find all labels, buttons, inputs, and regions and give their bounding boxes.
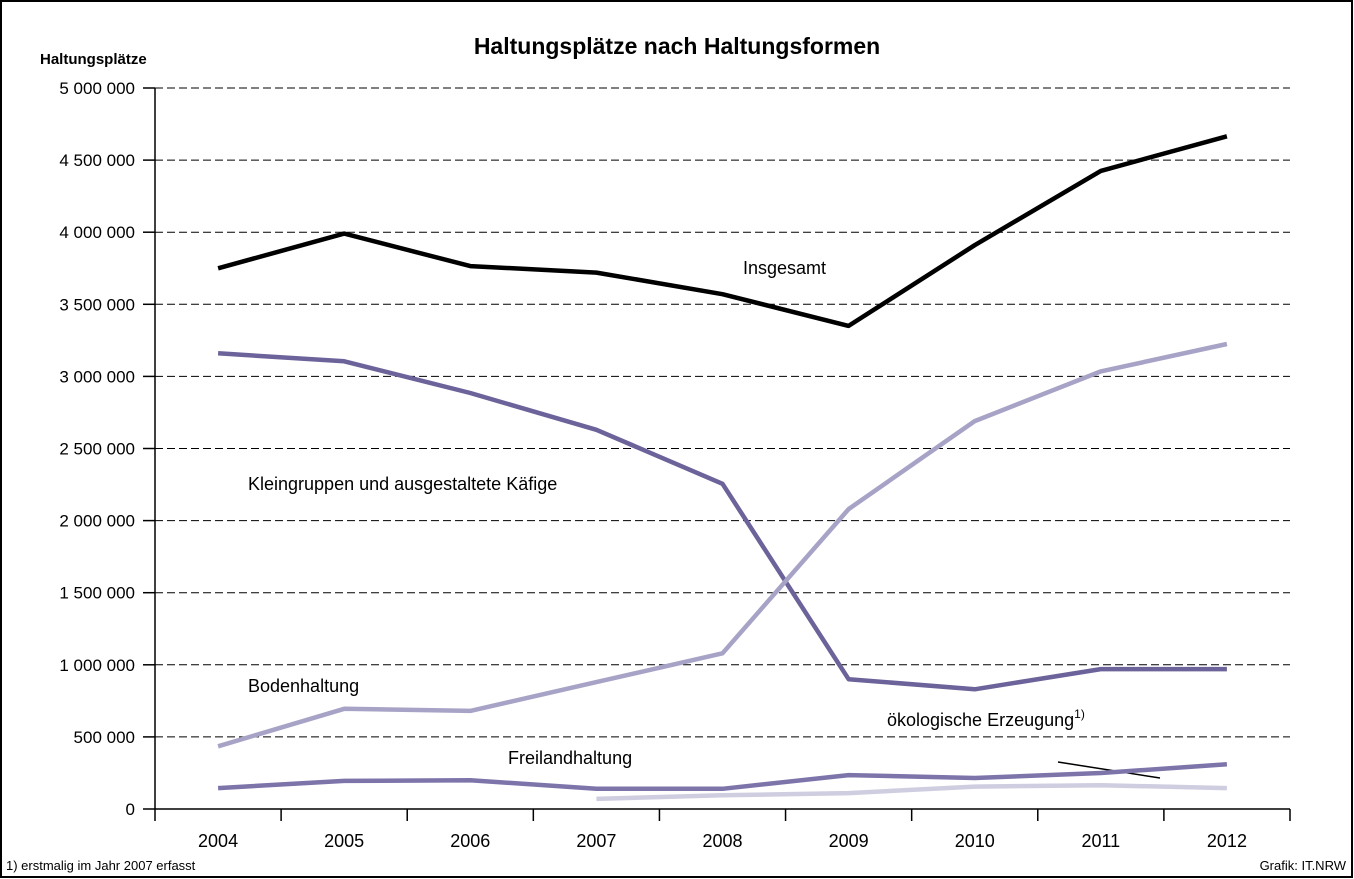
y-tick-label: 3 500 000 — [59, 295, 135, 314]
series-line — [217, 351, 1227, 692]
series-label-name: Insgesamt — [743, 258, 826, 278]
footnote: 1) erstmalig im Jahr 2007 erfasst — [6, 858, 196, 873]
source: Grafik: IT.NRW — [1260, 858, 1347, 873]
series-label-name: Freilandhaltung — [508, 748, 632, 768]
series-line — [217, 762, 1228, 792]
series-label-name: Bodenhaltung — [248, 676, 359, 696]
y-tick-label: 2 500 000 — [59, 440, 135, 459]
series-label: Kleingruppen und ausgestaltete Käfige — [248, 474, 557, 494]
y-tick-label: 3 000 000 — [59, 367, 135, 386]
x-tick-label: 2011 — [1081, 831, 1120, 851]
x-tick-label: 2012 — [1207, 831, 1247, 851]
y-tick-label: 0 — [126, 800, 135, 819]
x-tick-label: 2009 — [829, 831, 869, 851]
x-tick-label: 2006 — [450, 831, 490, 851]
series-label-name: ökologische Erzeugung — [887, 710, 1074, 730]
series-line — [596, 782, 1227, 802]
x-tick-label: 2007 — [576, 831, 616, 851]
y-axis-label: Haltungsplätze — [40, 51, 147, 68]
chart-title: Haltungsplätze nach Haltungsformen — [474, 33, 880, 59]
y-tick-label: 500 000 — [74, 728, 135, 747]
y-tick-label: 4 000 000 — [59, 223, 135, 242]
series-label-sup: 1) — [1074, 707, 1085, 721]
annotation-pointer — [1057, 761, 1161, 779]
x-tick-label: 2010 — [955, 831, 995, 851]
y-tick-label: 5 000 000 — [59, 79, 135, 98]
y-tick-label: 1 000 000 — [59, 656, 135, 675]
x-tick-label: 2004 — [198, 831, 238, 851]
series-label-name: Kleingruppen und ausgestaltete Käfige — [248, 474, 557, 494]
series-label: Insgesamt — [743, 258, 826, 278]
series-line — [217, 341, 1228, 749]
y-tick-label: 4 500 000 — [59, 151, 135, 170]
series-label: ökologische Erzeugung1) — [887, 707, 1085, 730]
series-label: Freilandhaltung — [508, 748, 632, 768]
y-tick-label: 1 500 000 — [59, 584, 135, 603]
series-label: Bodenhaltung — [248, 676, 359, 696]
x-tick-label: 2008 — [702, 831, 742, 851]
series-line — [217, 134, 1228, 329]
x-tick-label: 2005 — [324, 831, 364, 851]
y-tick-label: 2 000 000 — [59, 512, 135, 531]
